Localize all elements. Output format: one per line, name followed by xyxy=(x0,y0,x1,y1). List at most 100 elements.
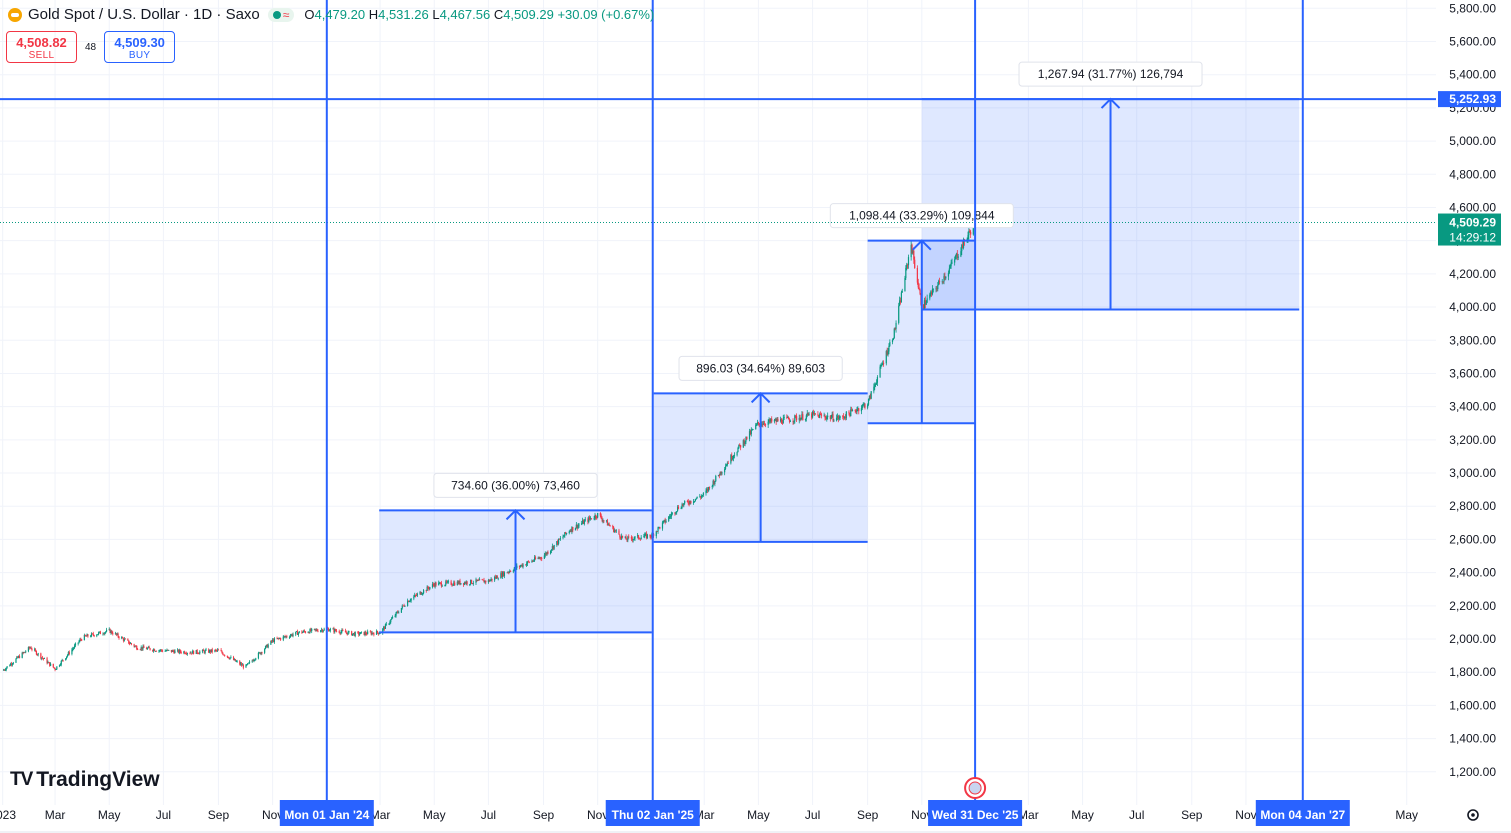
candle xyxy=(91,633,93,635)
candle xyxy=(757,422,760,424)
candle xyxy=(675,512,677,514)
candle xyxy=(767,421,769,425)
candle xyxy=(880,365,882,367)
symbol-title[interactable]: Gold Spot / U.S. Dollar · 1D · Saxo xyxy=(28,6,260,23)
candle xyxy=(661,522,664,529)
candle xyxy=(477,580,479,581)
candle xyxy=(334,629,336,632)
candle xyxy=(502,572,504,577)
candle xyxy=(420,591,422,595)
candle xyxy=(520,564,522,566)
candle xyxy=(388,623,390,625)
market-status[interactable]: ≈ xyxy=(267,7,295,22)
candle xyxy=(495,576,498,579)
candle xyxy=(581,520,584,524)
candle xyxy=(310,629,312,632)
candle xyxy=(413,596,415,599)
candle xyxy=(34,649,37,651)
candle xyxy=(317,630,319,632)
candle xyxy=(669,516,672,518)
candle xyxy=(750,430,752,435)
candle xyxy=(321,629,323,632)
candle xyxy=(717,475,720,476)
candle xyxy=(562,536,564,539)
candle xyxy=(627,536,629,541)
candle xyxy=(54,668,56,670)
buy-button[interactable]: 4,509.30 BUY xyxy=(104,31,176,63)
candle xyxy=(888,345,890,352)
candle xyxy=(774,419,776,421)
candle xyxy=(342,630,344,631)
candle xyxy=(686,501,688,502)
candle xyxy=(938,280,940,285)
candle xyxy=(214,649,216,652)
candle xyxy=(252,660,254,662)
candle xyxy=(960,251,962,257)
candle xyxy=(811,413,813,418)
candle xyxy=(726,462,728,466)
candle xyxy=(771,418,773,422)
candle xyxy=(357,632,359,633)
candle xyxy=(55,669,57,671)
candle xyxy=(129,643,132,644)
candle xyxy=(99,631,101,635)
candle xyxy=(103,633,105,635)
candle xyxy=(799,417,801,421)
candle xyxy=(813,413,815,415)
candle xyxy=(951,262,953,264)
high-value: 4,531.26 xyxy=(378,7,429,22)
candle xyxy=(395,612,397,616)
candle xyxy=(458,580,460,584)
candle xyxy=(528,561,530,563)
candle xyxy=(296,631,299,635)
settings-gear-center-icon xyxy=(1471,813,1475,817)
candle xyxy=(937,284,939,290)
candle xyxy=(508,572,510,573)
candle xyxy=(311,628,313,632)
candle xyxy=(589,517,591,519)
candle xyxy=(353,633,355,636)
x-tick-label: Jul xyxy=(156,808,171,822)
candle xyxy=(609,525,611,527)
candle xyxy=(613,526,615,532)
candle xyxy=(900,292,902,303)
candle xyxy=(5,667,7,670)
candle xyxy=(715,475,717,482)
y-tick-label: 1,800.00 xyxy=(1449,665,1496,679)
candle xyxy=(775,419,777,422)
candle xyxy=(425,590,427,591)
candle xyxy=(198,653,200,655)
candle xyxy=(61,659,63,661)
candle xyxy=(922,304,925,309)
candle xyxy=(851,409,853,411)
candle xyxy=(882,362,884,365)
candle xyxy=(935,288,937,290)
candle xyxy=(887,351,889,355)
change-value: +30.09 (+0.67%) xyxy=(557,7,655,22)
candle xyxy=(563,535,565,537)
candle xyxy=(383,627,386,629)
candle xyxy=(837,415,839,420)
candle xyxy=(693,501,696,502)
tradingview-logo[interactable]: TV TradingView xyxy=(10,768,160,792)
candle xyxy=(967,235,969,240)
data-delay-icon: ≈ xyxy=(282,7,290,22)
candle xyxy=(58,665,61,667)
candle xyxy=(127,638,129,641)
candle xyxy=(948,268,950,273)
candle xyxy=(264,646,267,649)
candle xyxy=(153,649,155,652)
candle xyxy=(136,646,138,650)
candle xyxy=(582,520,585,524)
candle xyxy=(513,568,515,571)
candle xyxy=(191,652,193,654)
measure-arrow-head xyxy=(505,508,526,521)
candle xyxy=(365,632,367,634)
candle xyxy=(612,526,614,528)
candle xyxy=(879,366,881,378)
candle xyxy=(645,533,648,539)
sell-button[interactable]: 4,508.82 SELL xyxy=(6,31,77,63)
candle xyxy=(276,638,278,640)
candle xyxy=(712,480,714,487)
